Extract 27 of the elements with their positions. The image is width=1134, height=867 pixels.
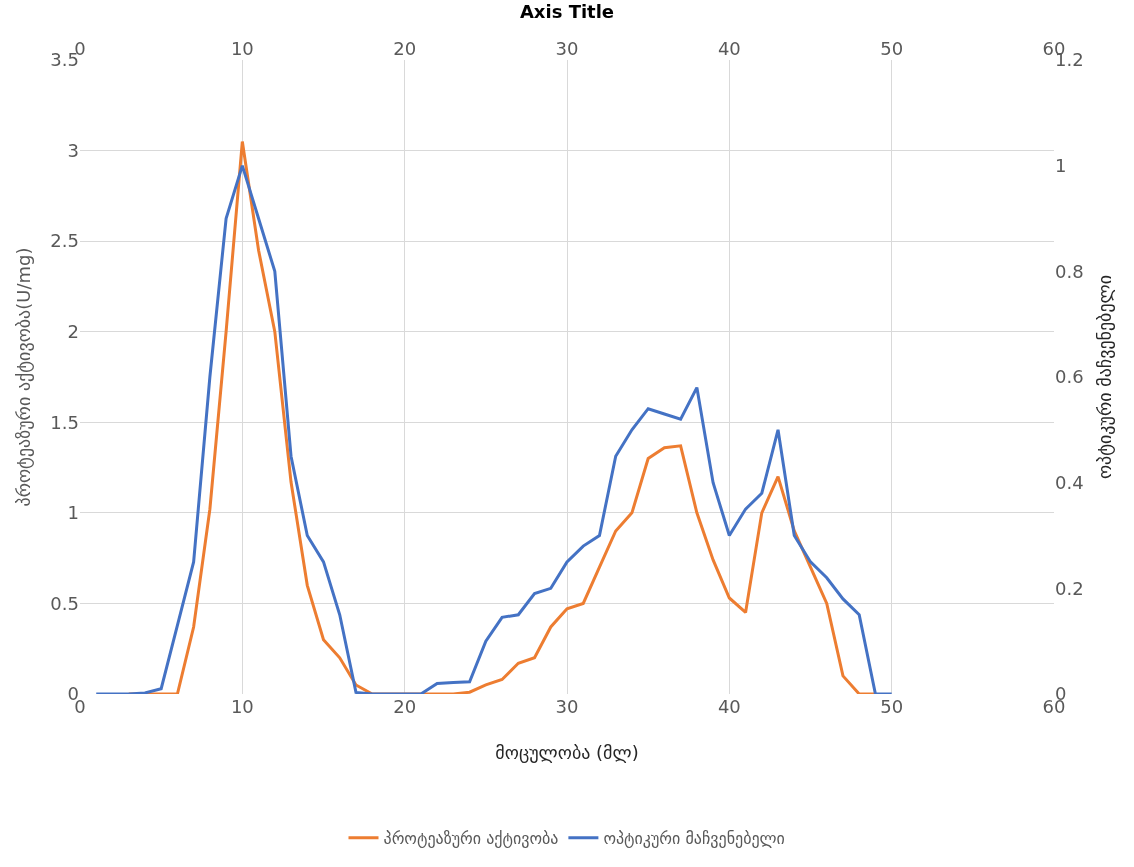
y-tick-label: 2 xyxy=(67,321,79,343)
x2-tick-label: 30 xyxy=(555,696,579,717)
y-tick-label: 1 xyxy=(67,502,79,524)
y-tick-label: 1.5 xyxy=(50,411,79,433)
x-tick-label: 20 xyxy=(393,38,417,60)
x2-axis-title: Axis Title xyxy=(519,0,615,22)
y2-tick-label: 0.4 xyxy=(1055,471,1084,493)
y-tick-label: 2.5 xyxy=(50,230,79,252)
legend-label: ოპტიკური მაჩვენებელი xyxy=(603,828,785,848)
x2-tick-label: 40 xyxy=(717,696,741,717)
x2-tick-label: 10 xyxy=(230,696,254,717)
y2-tick-label: 1 xyxy=(1055,154,1067,176)
x2-tick-label: 20 xyxy=(393,696,417,717)
y2-tick-label: 0.8 xyxy=(1055,260,1084,282)
x-tick-label: 50 xyxy=(880,38,904,60)
y-tick-label: 0.5 xyxy=(50,592,79,614)
y-axis-title: პროტეაზური აქტივობა(U/mg) xyxy=(12,247,34,507)
x-tick-label: 10 xyxy=(230,38,254,60)
legend-label: პროტეაზური აქტივობა xyxy=(383,828,559,848)
x-tick-label: 30 xyxy=(555,38,579,60)
y2-tick-label: 0.2 xyxy=(1055,577,1084,599)
y-tick-label: 3 xyxy=(67,139,79,161)
x-axis-title: მოცულობა (მლ) xyxy=(495,742,639,764)
y2-axis-title: ოპტიკური მაჩვენებელი xyxy=(1093,274,1115,480)
y2-tick-label: 0.6 xyxy=(1055,366,1084,388)
x-tick-label: 40 xyxy=(717,38,741,60)
x2-tick-label: 50 xyxy=(880,696,904,717)
